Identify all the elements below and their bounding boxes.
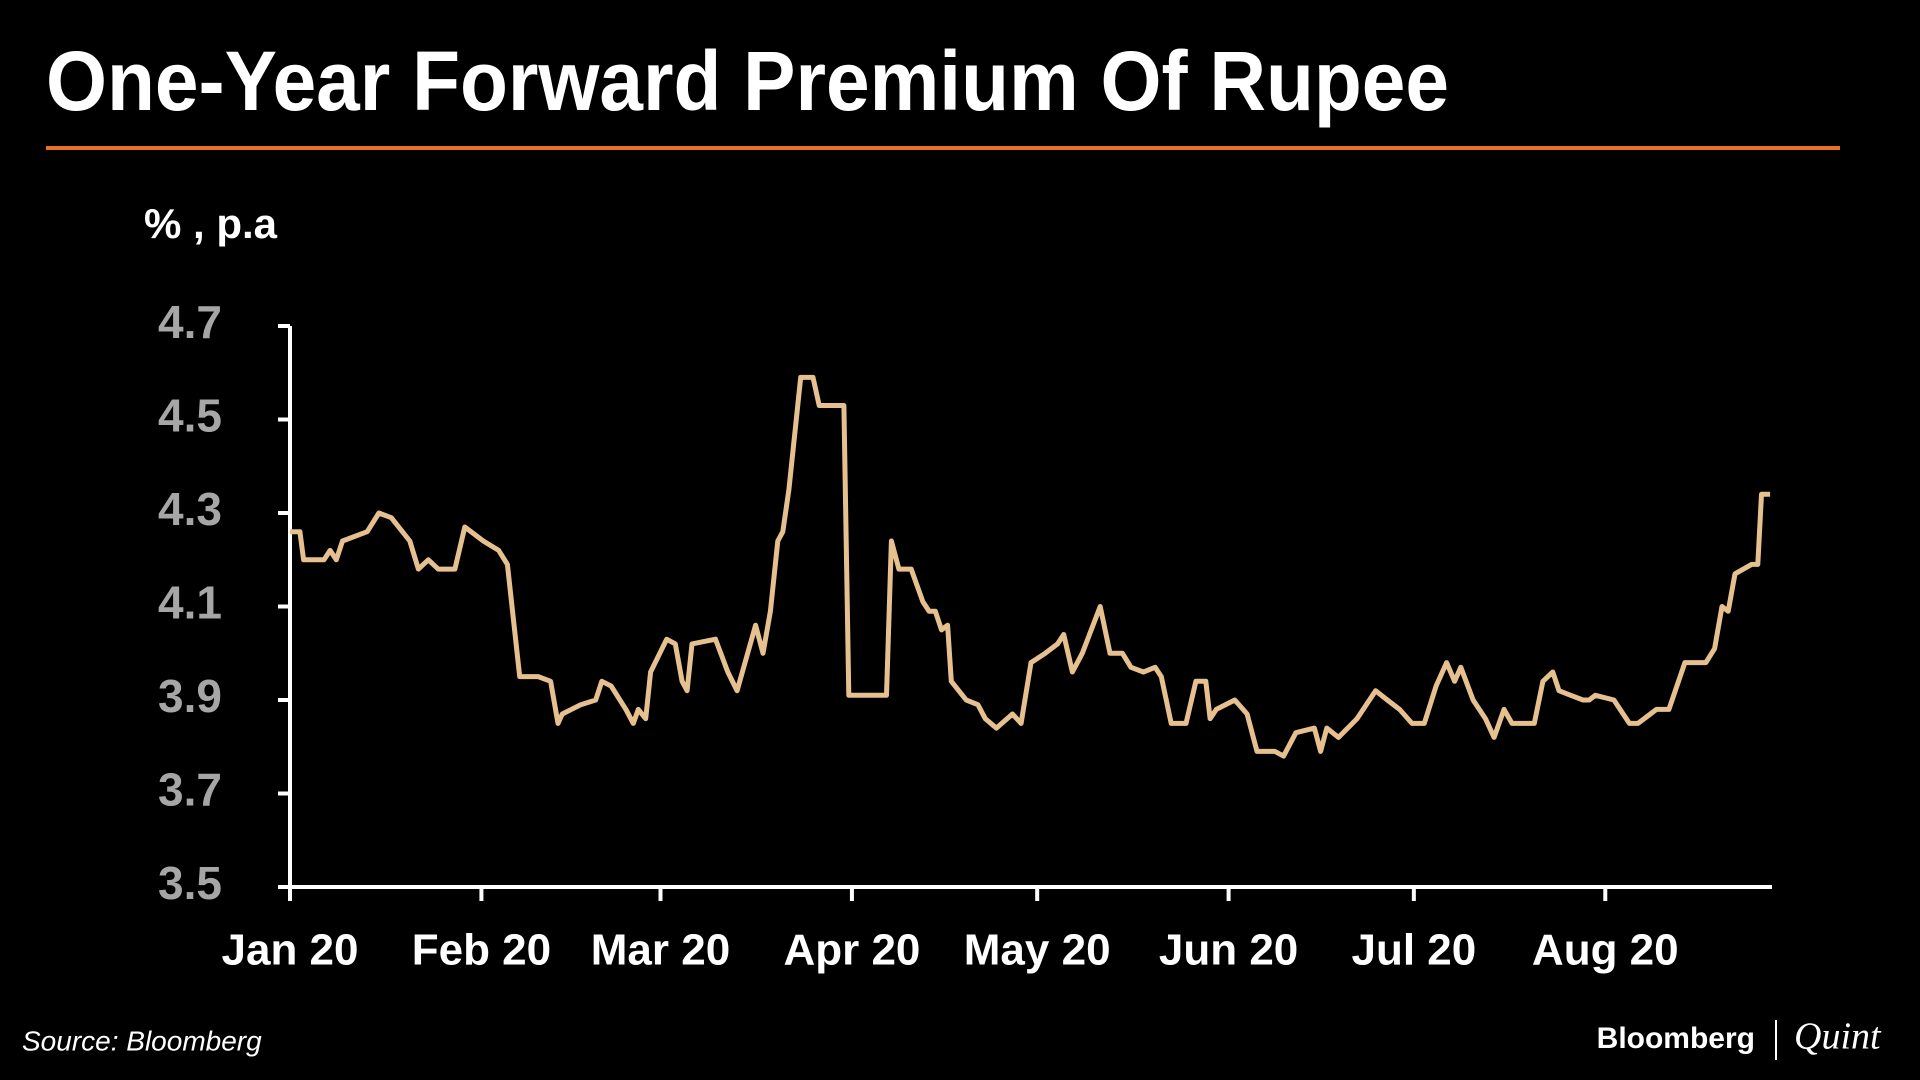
data-line: [290, 374, 1771, 759]
x-tick-label: May 20: [964, 926, 1111, 975]
y-tick-label: 3.7: [158, 764, 222, 816]
x-tick-label: Jul 20: [1351, 926, 1476, 975]
x-tick-label: Apr 20: [783, 926, 920, 975]
y-tick-label: 3.5: [158, 857, 222, 909]
source: Source: Bloomberg: [22, 1025, 262, 1056]
y-tick-label: 4.7: [158, 296, 222, 348]
x-tick-label: Jan 20: [222, 926, 359, 975]
y-tick-label: 4.5: [158, 390, 222, 442]
x-tick-label: Jun 20: [1159, 926, 1298, 975]
x-tick-label: Feb 20: [412, 926, 551, 975]
chart-title: One-Year Forward Premium Of Rupee: [46, 34, 1449, 128]
y-axis-label: % , p.a: [144, 200, 278, 247]
x-tick-label: Aug 20: [1532, 926, 1679, 975]
brand-bloomberg: Bloomberg: [1597, 1022, 1755, 1055]
brand-quint: Quint: [1794, 1016, 1882, 1058]
x-tick-label: Mar 20: [591, 926, 730, 975]
y-tick-label: 4.3: [158, 483, 222, 535]
y-tick-label: 4.1: [158, 577, 222, 629]
y-tick-label: 3.9: [158, 670, 222, 722]
